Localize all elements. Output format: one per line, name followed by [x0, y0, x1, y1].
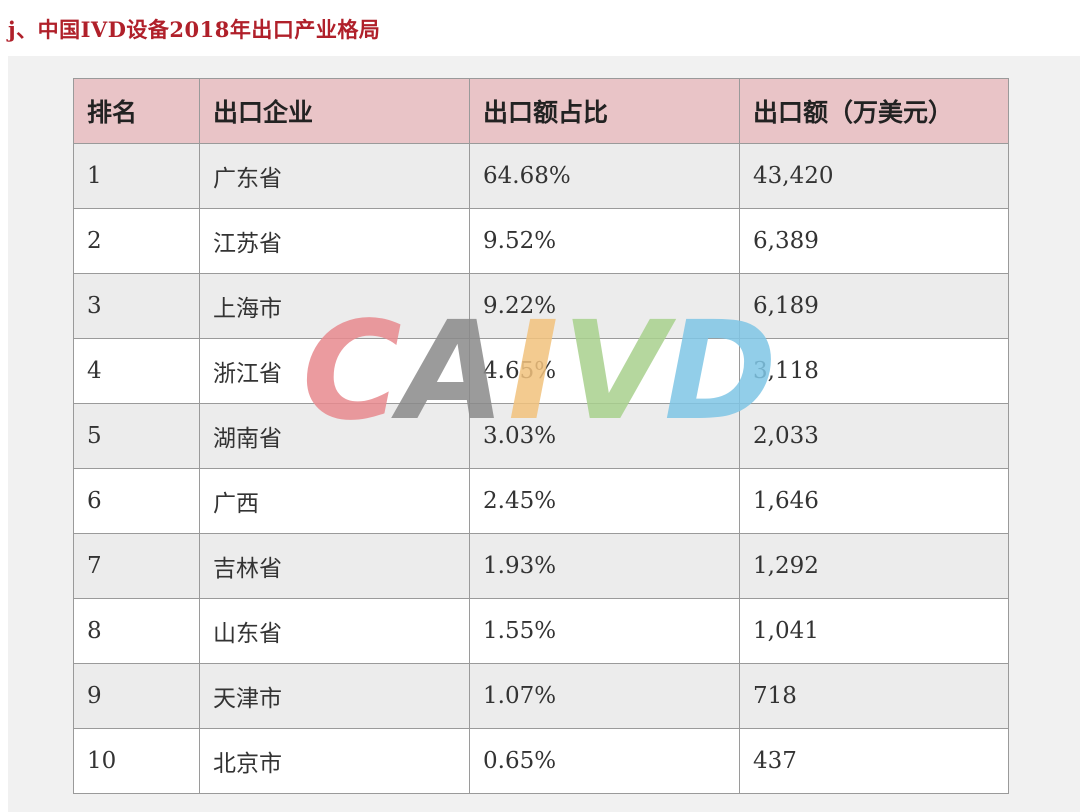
page-title: j、中国IVD设备2018年出口产业格局	[8, 17, 381, 42]
cell-amount: 43,420	[739, 143, 1009, 209]
table-row: 2 江苏省 9.52% 6,389	[73, 208, 1009, 274]
cell-share: 1.93%	[469, 533, 740, 599]
cell-rank: 6	[73, 468, 200, 534]
table-row: 3 上海市 9.22% 6,189	[73, 273, 1009, 339]
cell-region: 天津市	[199, 663, 470, 729]
cell-share: 9.52%	[469, 208, 740, 274]
cell-share: 1.55%	[469, 598, 740, 664]
cell-rank: 9	[73, 663, 200, 729]
cell-rank: 4	[73, 338, 200, 404]
cell-amount: 1,292	[739, 533, 1009, 599]
export-ranking-table: 排名 出口企业 出口额占比 出口额（万美元） 1 广东省 64.68% 43,4…	[73, 78, 1009, 794]
cell-rank: 1	[73, 143, 200, 209]
cell-share: 0.65%	[469, 728, 740, 794]
cell-region: 江苏省	[199, 208, 470, 274]
table-row: 8 山东省 1.55% 1,041	[73, 598, 1009, 664]
header-share: 出口额占比	[469, 78, 740, 144]
header-exporter: 出口企业	[199, 78, 470, 144]
header-amount: 出口额（万美元）	[739, 78, 1009, 144]
table-row: 1 广东省 64.68% 43,420	[73, 143, 1009, 209]
cell-share: 64.68%	[469, 143, 740, 209]
cell-amount: 1,646	[739, 468, 1009, 534]
cell-share: 1.07%	[469, 663, 740, 729]
table-row: 6 广西 2.45% 1,646	[73, 468, 1009, 534]
cell-rank: 3	[73, 273, 200, 339]
cell-amount: 6,389	[739, 208, 1009, 274]
cell-region: 广西	[199, 468, 470, 534]
table-row: 7 吉林省 1.93% 1,292	[73, 533, 1009, 599]
cell-amount: 6,189	[739, 273, 1009, 339]
cell-region: 吉林省	[199, 533, 470, 599]
cell-amount: 437	[739, 728, 1009, 794]
table-row: 4 浙江省 4.65% 3,118	[73, 338, 1009, 404]
cell-rank: 2	[73, 208, 200, 274]
cell-share: 2.45%	[469, 468, 740, 534]
cell-amount: 718	[739, 663, 1009, 729]
cell-amount: 3,118	[739, 338, 1009, 404]
table-header-row: 排名 出口企业 出口额占比 出口额（万美元）	[73, 78, 1009, 144]
header-rank: 排名	[73, 78, 200, 144]
cell-amount: 1,041	[739, 598, 1009, 664]
cell-rank: 8	[73, 598, 200, 664]
cell-region: 北京市	[199, 728, 470, 794]
table-row: 9 天津市 1.07% 718	[73, 663, 1009, 729]
cell-region: 上海市	[199, 273, 470, 339]
cell-region: 山东省	[199, 598, 470, 664]
cell-share: 9.22%	[469, 273, 740, 339]
table-row: 5 湖南省 3.03% 2,033	[73, 403, 1009, 469]
cell-rank: 10	[73, 728, 200, 794]
table-row: 10 北京市 0.65% 437	[73, 728, 1009, 794]
cell-share: 3.03%	[469, 403, 740, 469]
cell-amount: 2,033	[739, 403, 1009, 469]
cell-region: 浙江省	[199, 338, 470, 404]
cell-share: 4.65%	[469, 338, 740, 404]
cell-region: 广东省	[199, 143, 470, 209]
cell-region: 湖南省	[199, 403, 470, 469]
cell-rank: 5	[73, 403, 200, 469]
cell-rank: 7	[73, 533, 200, 599]
